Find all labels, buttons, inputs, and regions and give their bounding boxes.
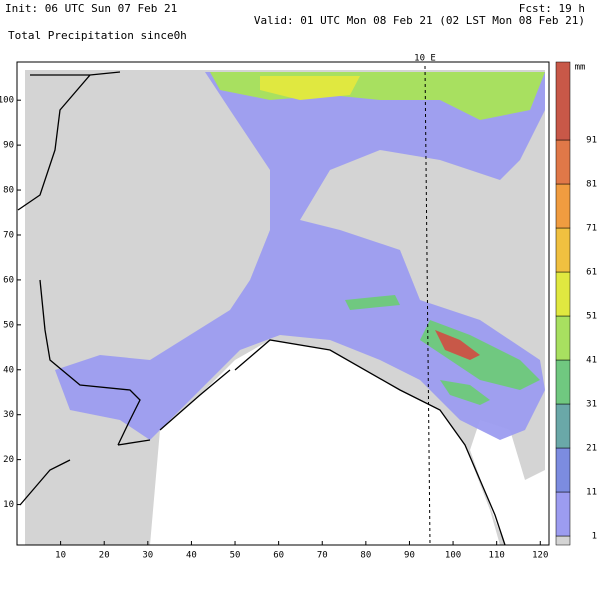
y-tick-label: 100	[0, 96, 14, 106]
colorbar-label: 41	[586, 356, 597, 366]
y-tick-label: 30	[3, 410, 14, 420]
sea	[150, 340, 500, 545]
fcst-text: Fcst: 19 h	[519, 2, 585, 15]
colorbar-swatch	[555, 403, 571, 449]
colorbar-unit: mm	[575, 63, 586, 73]
colorbar-swatch	[555, 447, 571, 493]
colorbar-swatch	[555, 359, 571, 405]
x-tick-label: 10	[55, 551, 66, 561]
colorbar-swatch	[555, 491, 571, 537]
colorbar-label: 1	[592, 532, 597, 542]
x-tick-label: 50	[230, 551, 241, 561]
colorbar-swatch	[555, 271, 571, 317]
y-tick-label: 20	[3, 455, 14, 465]
y-tick-label: 10	[3, 500, 14, 510]
init-text: Init: 06 UTC Sun 07 Feb 21	[5, 2, 177, 15]
precip-heavy	[260, 76, 360, 100]
map-frame	[16, 61, 550, 546]
colorbar-swatch	[555, 183, 571, 229]
colorbar-label: 61	[586, 268, 597, 278]
y-tick-label: 60	[3, 275, 14, 285]
colorbar-swatch	[555, 535, 571, 546]
precip-moderate	[345, 295, 400, 310]
colorbar-label: 21	[586, 444, 597, 454]
x-tick-label: 80	[360, 551, 371, 561]
x-tick-label: 20	[99, 551, 110, 561]
colorbar-swatch	[555, 315, 571, 361]
meridian-label: 10 E	[414, 54, 436, 64]
colorbar-label: 91	[586, 136, 597, 146]
y-tick-label: 40	[3, 365, 14, 375]
x-tick-label: 100	[445, 551, 461, 561]
y-tick-label: 50	[3, 320, 14, 330]
colorbar-label: 31	[586, 400, 597, 410]
x-tick-label: 40	[186, 551, 197, 561]
colorbar-label: 11	[586, 488, 597, 498]
x-tick-label: 110	[489, 551, 505, 561]
meridian	[424, 65, 431, 546]
x-tick-label: 70	[317, 551, 328, 561]
precip-peak	[435, 330, 480, 360]
x-tick-label: 30	[142, 551, 153, 561]
colorbar-label: 51	[586, 312, 597, 322]
colorbar-swatch	[555, 139, 571, 185]
precip-light	[55, 72, 545, 440]
x-tick-label: 60	[273, 551, 284, 561]
y-tick-label: 70	[3, 230, 14, 240]
x-tick-label: 90	[404, 551, 415, 561]
y-tick-label: 90	[3, 141, 14, 151]
y-tick-label: 80	[3, 186, 14, 196]
valid-text: Valid: 01 UTC Mon 08 Feb 21 (02 LST Mon …	[254, 14, 585, 27]
colorbar-swatch	[555, 227, 571, 273]
colorbar-label: 81	[586, 180, 597, 190]
x-tick-label: 120	[532, 551, 548, 561]
map: 10 E	[16, 54, 550, 546]
colorbar-swatch	[555, 61, 571, 141]
field-text: Total Precipitation since0h	[8, 29, 187, 42]
colorbar-label: 71	[586, 224, 597, 234]
coastline	[17, 71, 506, 546]
precip-moderate	[440, 380, 490, 405]
